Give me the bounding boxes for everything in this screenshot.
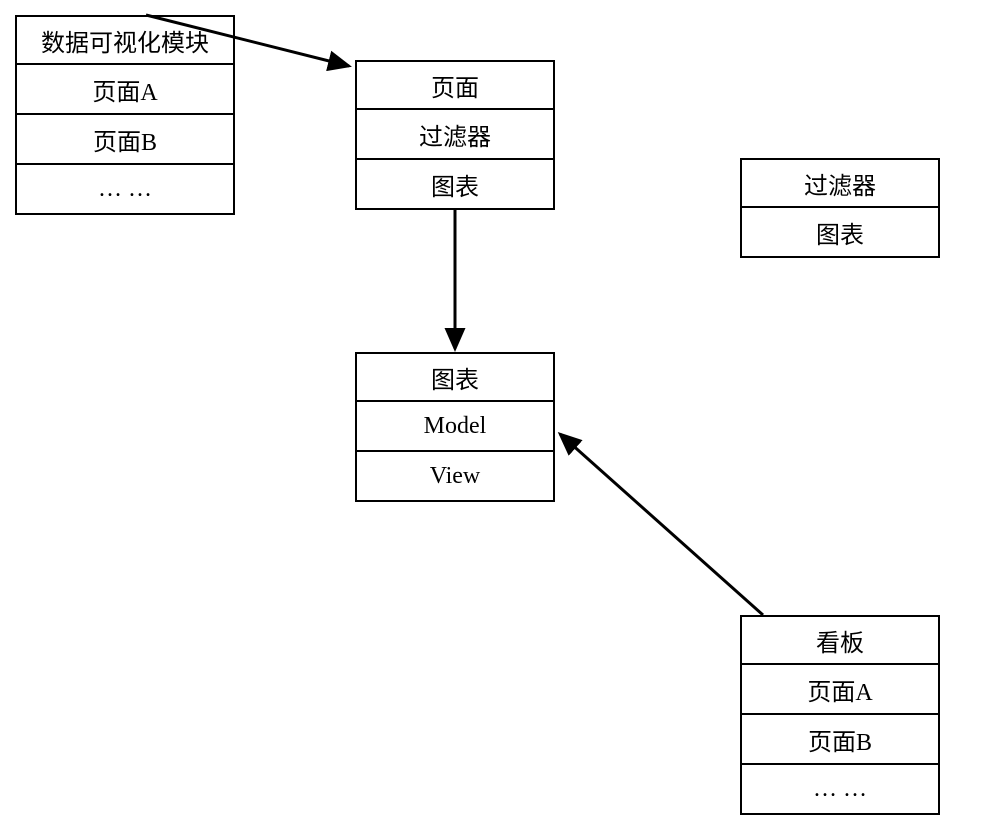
data-viz-page-b: 页面B bbox=[15, 115, 235, 165]
chart-model: Model bbox=[355, 402, 555, 452]
kanban-title: 看板 bbox=[740, 615, 940, 665]
filter-title: 过滤器 bbox=[740, 158, 940, 208]
data-viz-page-a: 页面A bbox=[15, 65, 235, 115]
kanban-page-a: 页面A bbox=[740, 665, 940, 715]
chart-view: View bbox=[355, 452, 555, 502]
data-viz-ellipsis: … … bbox=[15, 165, 235, 215]
data-viz-module-block: 数据可视化模块 页面A 页面B … … bbox=[15, 15, 235, 215]
page-block: 页面 过滤器 图表 bbox=[355, 60, 555, 210]
data-viz-module-title: 数据可视化模块 bbox=[15, 15, 235, 65]
kanban-page-b: 页面B bbox=[740, 715, 940, 765]
page-chart: 图表 bbox=[355, 160, 555, 210]
kanban-block: 看板 页面A 页面B … … bbox=[740, 615, 940, 815]
edge-kanban-to-chart bbox=[560, 434, 763, 615]
page-filter: 过滤器 bbox=[355, 110, 555, 160]
filter-chart: 图表 bbox=[740, 208, 940, 258]
chart-title: 图表 bbox=[355, 352, 555, 402]
chart-mvc-block: 图表 Model View bbox=[355, 352, 555, 502]
kanban-ellipsis: … … bbox=[740, 765, 940, 815]
page-title: 页面 bbox=[355, 60, 555, 110]
filter-chart-block: 过滤器 图表 bbox=[740, 158, 940, 258]
